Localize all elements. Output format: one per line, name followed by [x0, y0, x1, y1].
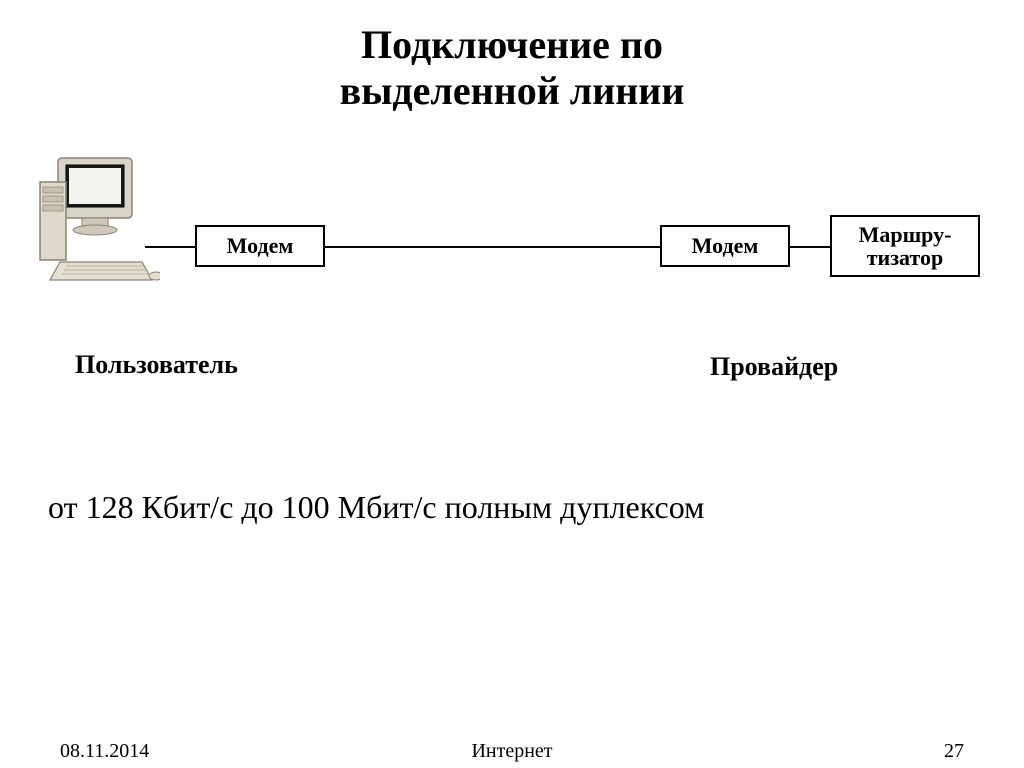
- network-diagram: Модем Модем Маршру- тизатор Пользователь…: [0, 160, 1024, 340]
- modem-box-user: Модем: [195, 225, 325, 267]
- connection-line-2: [325, 246, 660, 248]
- modem-box-provider: Модем: [660, 225, 790, 267]
- title-line-1: Подключение по: [361, 22, 663, 67]
- caption-user: Пользователь: [75, 350, 238, 380]
- router-label-line1: Маршру-: [859, 222, 952, 247]
- footer-page: 27: [944, 740, 964, 763]
- connection-line-1: [145, 246, 195, 248]
- computer-icon: [20, 150, 160, 290]
- caption-provider: Провайдер: [710, 352, 838, 382]
- router-box: Маршру- тизатор: [830, 215, 980, 277]
- modem1-label: Модем: [227, 233, 294, 259]
- connection-line-3: [790, 246, 830, 248]
- router-label: Маршру- тизатор: [859, 223, 952, 269]
- title-line-2: выделенной линии: [340, 68, 685, 113]
- body-text: от 128 Кбит/с до 100 Мбит/с полным дупле…: [48, 486, 1008, 529]
- footer-center: Интернет: [0, 740, 1024, 763]
- router-label-line2: тизатор: [867, 245, 944, 270]
- slide-title: Подключение по выделенной линии: [0, 22, 1024, 114]
- modem2-label: Модем: [692, 233, 759, 259]
